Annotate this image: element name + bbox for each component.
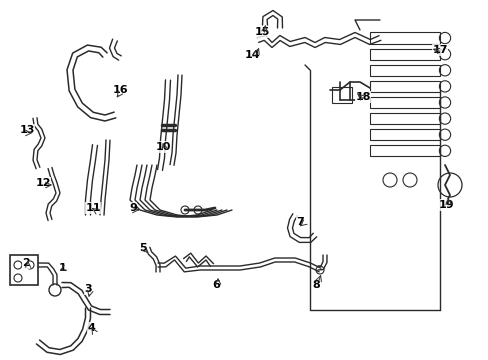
Text: 13: 13 bbox=[19, 125, 35, 135]
Text: 12: 12 bbox=[35, 178, 51, 188]
Bar bbox=[369, 32, 439, 44]
Text: 4: 4 bbox=[87, 323, 95, 333]
Bar bbox=[369, 49, 439, 60]
Bar bbox=[369, 81, 439, 92]
Text: 14: 14 bbox=[244, 50, 260, 60]
Text: 11: 11 bbox=[85, 203, 101, 213]
Text: 16: 16 bbox=[112, 85, 127, 95]
Text: 18: 18 bbox=[354, 92, 370, 102]
Bar bbox=[369, 65, 439, 76]
Bar bbox=[10, 255, 38, 285]
Text: 2: 2 bbox=[22, 258, 30, 268]
Text: 5: 5 bbox=[139, 243, 146, 253]
Bar bbox=[369, 145, 439, 157]
Text: 8: 8 bbox=[311, 280, 319, 290]
Text: 6: 6 bbox=[212, 280, 220, 290]
Text: 3: 3 bbox=[84, 284, 92, 294]
Bar bbox=[331, 87, 351, 103]
Text: 1: 1 bbox=[59, 263, 67, 273]
Bar bbox=[369, 113, 439, 124]
Text: 7: 7 bbox=[296, 217, 303, 227]
Text: 17: 17 bbox=[431, 45, 447, 55]
Bar bbox=[369, 97, 439, 108]
Bar bbox=[369, 129, 439, 140]
Text: 15: 15 bbox=[254, 27, 269, 37]
Text: 19: 19 bbox=[438, 200, 454, 210]
Text: 9: 9 bbox=[129, 203, 137, 213]
Text: 10: 10 bbox=[155, 142, 170, 152]
